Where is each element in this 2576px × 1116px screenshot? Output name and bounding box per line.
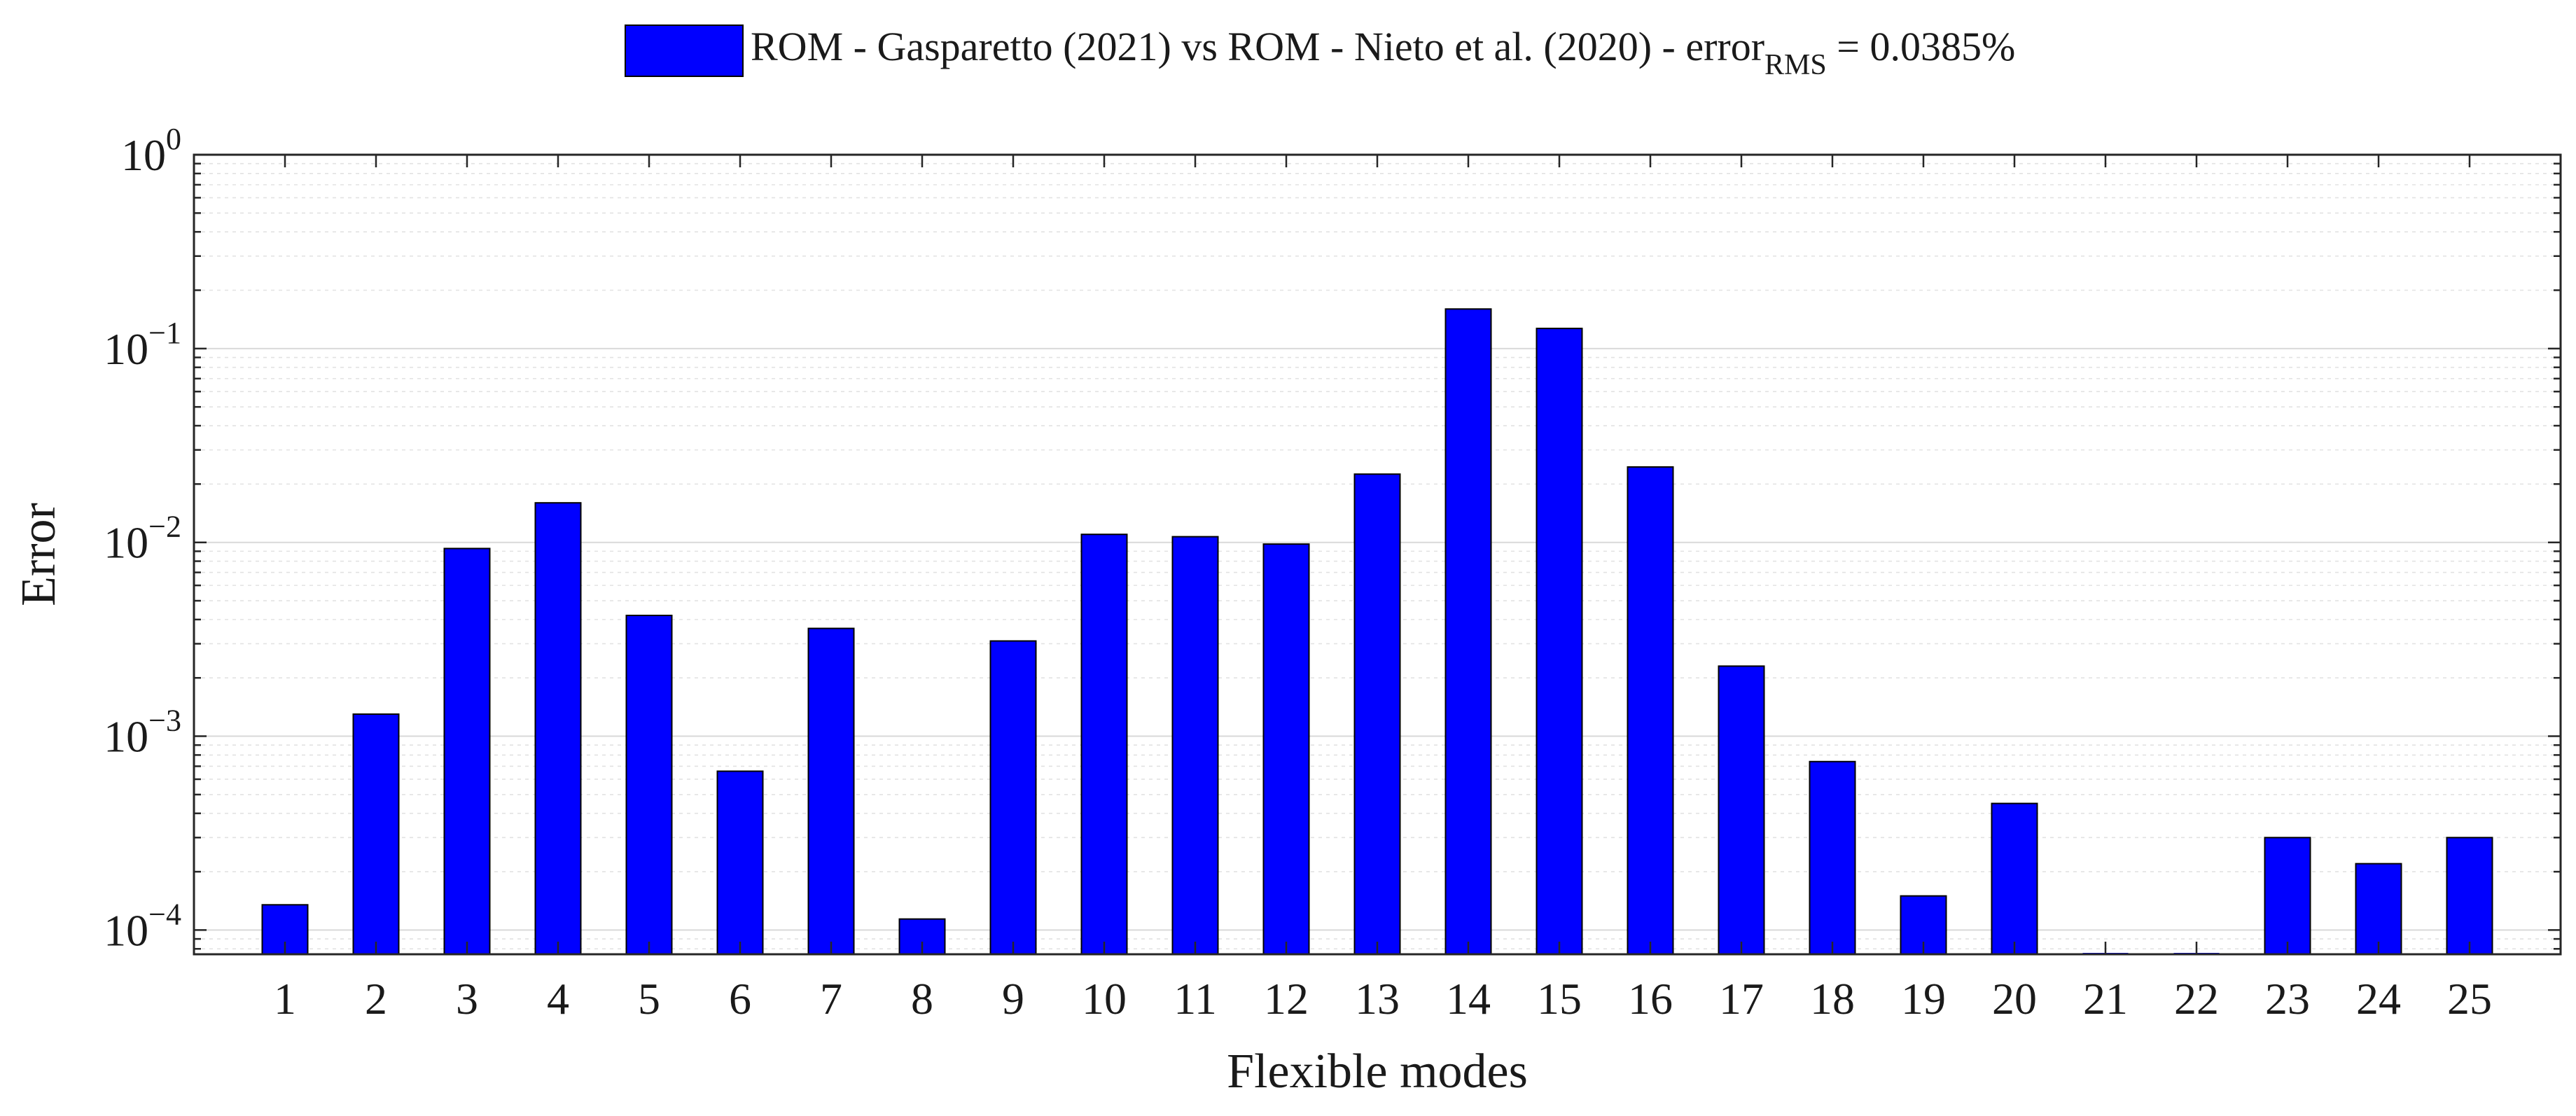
bar-mode-18 — [1809, 760, 1856, 956]
bar-mode-14 — [1444, 308, 1492, 956]
x-tick-label: 20 — [1992, 974, 2037, 1024]
x-tick-label: 23 — [2265, 974, 2310, 1024]
x-tick-label: 24 — [2356, 974, 2401, 1024]
bar-mode-7 — [807, 627, 855, 955]
bar-mode-17 — [1718, 665, 1765, 955]
x-tick-label: 13 — [1355, 974, 1400, 1024]
bar-mode-12 — [1262, 543, 1310, 955]
bar-mode-23 — [2264, 837, 2311, 955]
x-tick-label: 8 — [911, 974, 933, 1024]
x-tick-label: 7 — [820, 974, 842, 1024]
x-tick-label: 21 — [2083, 974, 2128, 1024]
x-tick-label: 11 — [1174, 974, 1217, 1024]
x-tick-label: 3 — [456, 974, 478, 1024]
bar-mode-5 — [625, 615, 673, 955]
x-tick-label: 1 — [274, 974, 296, 1024]
x-tick-label: 25 — [2447, 974, 2492, 1024]
bar-mode-2 — [352, 713, 400, 955]
x-tick-label: 10 — [1082, 974, 1127, 1024]
bar-mode-24 — [2355, 863, 2402, 955]
bars — [261, 308, 2493, 956]
x-tick-label: 2 — [365, 974, 387, 1024]
legend-swatch — [625, 25, 744, 77]
y-axis-label: Error — [12, 503, 66, 606]
bar-mode-20 — [1991, 802, 2038, 955]
x-tick-labels: 1 2 3 4 5 6 7 8 9 10 11 12 13 14 15 16 17 18 19 20 21 22 23 24 2… — [274, 974, 2492, 1024]
x-tick-label: 17 — [1719, 974, 1764, 1024]
x-tick-label: 9 — [1002, 974, 1024, 1024]
x-tick-label: 5 — [638, 974, 660, 1024]
bar-mode-10 — [1080, 533, 1128, 955]
y-tick-label: 100 — [121, 122, 181, 180]
bar-mode-16 — [1627, 466, 1674, 955]
y-tick-label: 10−2 — [104, 510, 181, 568]
x-tick-label: 14 — [1446, 974, 1491, 1024]
bar-mode-6 — [716, 770, 764, 956]
grid — [194, 154, 2561, 950]
plot-frame — [193, 153, 2562, 956]
x-tick-label: 12 — [1264, 974, 1309, 1024]
bar-mode-25 — [2446, 837, 2493, 955]
bar-mode-9 — [989, 640, 1037, 955]
y-tick-label: 10−3 — [104, 704, 181, 762]
x-tick-label: 4 — [547, 974, 569, 1024]
bar-mode-4 — [534, 502, 582, 955]
legend-label-subscript: RMS — [1764, 49, 1827, 81]
x-tick-label: 19 — [1901, 974, 1946, 1024]
x-tick-label: 16 — [1628, 974, 1673, 1024]
legend-label-tail: = 0.0385% — [1827, 24, 2016, 69]
legend-label-main: ROM - Gasparetto (2021) vs ROM - Nieto e… — [751, 24, 1764, 69]
legend-label: ROM - Gasparetto (2021) vs ROM - Nieto e… — [751, 24, 2015, 81]
x-tick-label: 15 — [1537, 974, 1582, 1024]
y-tick-label: 10−1 — [104, 316, 181, 374]
bar-mode-11 — [1171, 536, 1219, 955]
legend: ROM - Gasparetto (2021) vs ROM - Nieto e… — [625, 24, 2015, 81]
bar-mode-3 — [443, 547, 491, 955]
x-tick-label: 18 — [1810, 974, 1855, 1024]
bar-mode-13 — [1353, 473, 1401, 955]
x-tick-label: 6 — [729, 974, 751, 1024]
x-axis-label: Flexible modes — [1227, 1045, 1528, 1098]
bar-mode-15 — [1536, 328, 1583, 955]
x-tick-label: 22 — [2174, 974, 2219, 1024]
y-tick-labels: 10−4 10−3 10−2 10−1 100 — [104, 122, 181, 955]
y-tick-label: 10−4 — [104, 897, 181, 955]
